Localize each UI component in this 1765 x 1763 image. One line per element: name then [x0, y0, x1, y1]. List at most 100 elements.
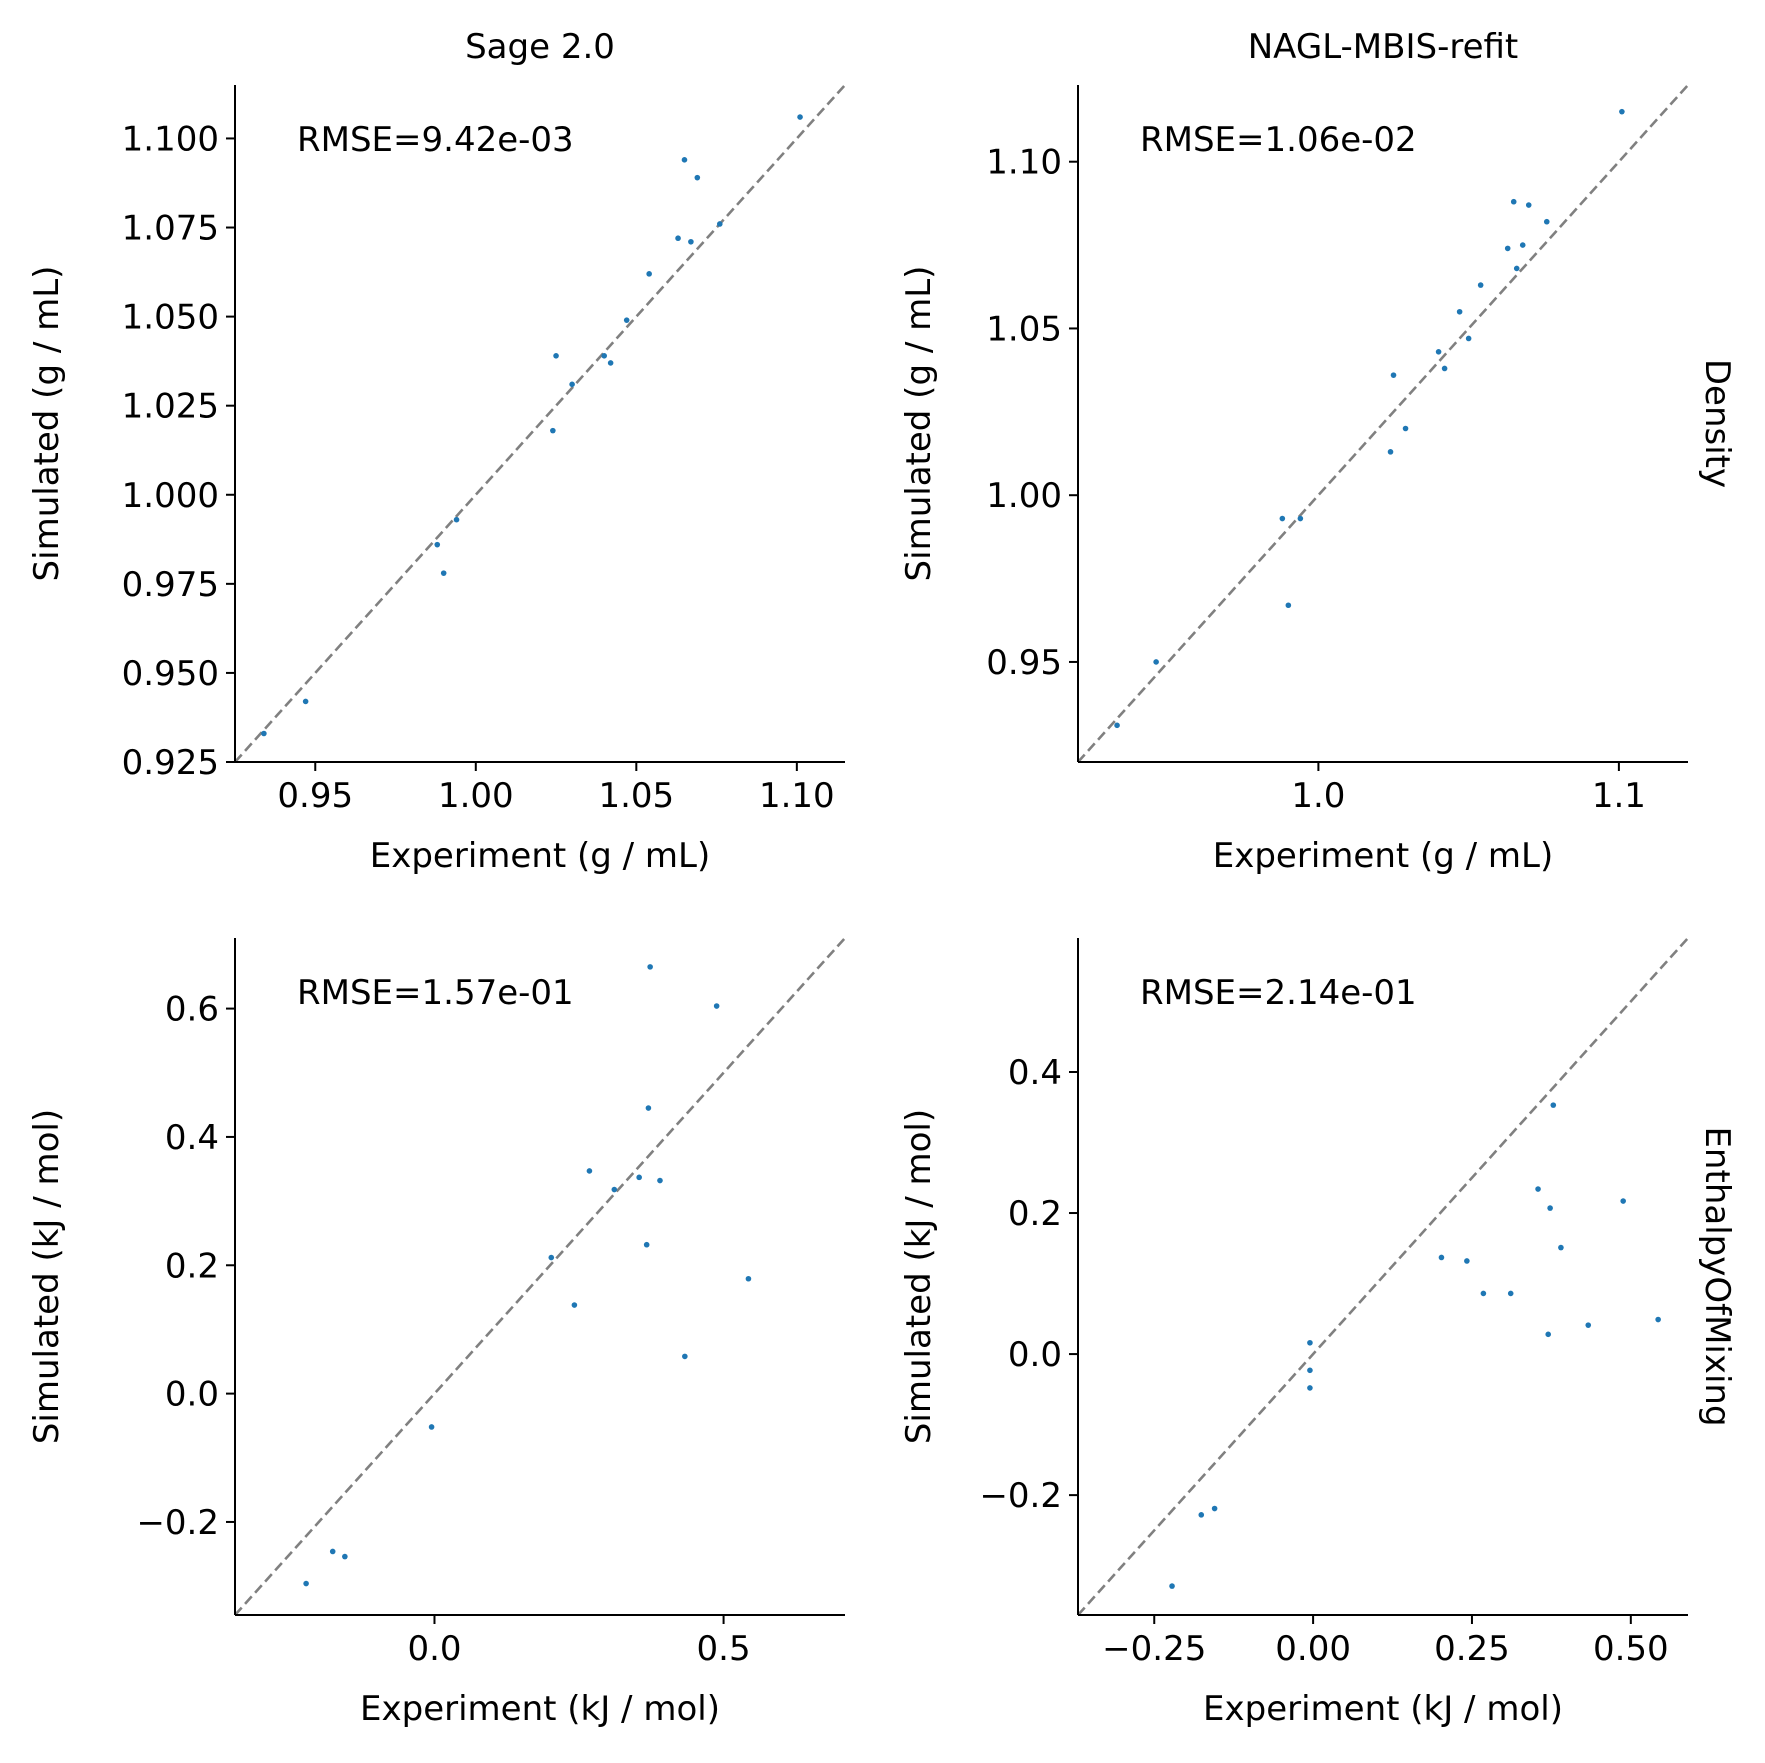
- data-point: [1655, 1316, 1661, 1323]
- y-axis-label: Simulated (g / mL): [27, 266, 67, 582]
- data-point: [261, 730, 267, 737]
- data-point: [1211, 1505, 1218, 1512]
- x-tick-label: 1.05: [598, 776, 674, 816]
- identity-line: [1077, 937, 1689, 1616]
- x-axis-label: Experiment (g / mL): [1213, 836, 1554, 876]
- data-point: [1169, 1583, 1175, 1589]
- data-point: [797, 114, 803, 120]
- x-tick-label: 0.00: [1275, 1629, 1351, 1669]
- data-point: [636, 1174, 642, 1181]
- y-tick-label: 1.025: [122, 387, 219, 427]
- y-tick-label: −0.2: [979, 1476, 1062, 1516]
- x-tick-label: 0.25: [1434, 1629, 1510, 1669]
- data-point: [1558, 1244, 1564, 1251]
- x-tick-label: −0.25: [1102, 1629, 1206, 1669]
- data-point: [1513, 265, 1520, 272]
- data-point: [1525, 202, 1532, 208]
- rmse-annotation: RMSE=1.57e-01: [297, 973, 574, 1013]
- data-point: [607, 360, 614, 366]
- data-point: [1307, 1385, 1313, 1391]
- data-point: [1390, 372, 1397, 378]
- data-point: [1620, 1198, 1626, 1204]
- x-tick-label: 0.50: [1593, 1629, 1669, 1669]
- y-tick-label: 1.075: [122, 209, 219, 249]
- column-title: Sage 2.0: [465, 27, 615, 67]
- data-point: [647, 964, 653, 970]
- data-point: [571, 1302, 578, 1308]
- data-point: [428, 1424, 435, 1430]
- data-point: [1510, 198, 1517, 205]
- data-point: [1435, 348, 1442, 355]
- x-tick-label: 0.0: [407, 1629, 461, 1669]
- data-point: [681, 157, 688, 163]
- y-tick-label: 0.0: [1008, 1335, 1062, 1375]
- y-tick-label: 1.05: [986, 309, 1062, 349]
- data-point: [1387, 449, 1394, 455]
- data-point: [713, 1003, 720, 1009]
- y-tick-label: 0.2: [1008, 1194, 1062, 1234]
- data-point: [453, 516, 460, 523]
- x-tick-label: 1.00: [438, 776, 514, 816]
- data-point: [1547, 1205, 1553, 1211]
- data-point: [1441, 365, 1448, 372]
- data-point: [1519, 242, 1526, 248]
- y-tick-label: 1.050: [122, 298, 219, 338]
- data-point: [1585, 1322, 1592, 1328]
- data-point: [586, 1168, 593, 1174]
- y-tick-label: 0.925: [122, 743, 219, 783]
- data-point: [1545, 1331, 1552, 1338]
- data-point: [688, 238, 694, 245]
- x-tick-label: 0.95: [277, 776, 353, 816]
- data-point: [646, 271, 652, 277]
- data-point: [1550, 1102, 1557, 1108]
- data-point: [1438, 1254, 1445, 1261]
- data-point: [1465, 335, 1472, 342]
- data-point: [682, 1353, 688, 1360]
- identity-line: [234, 84, 846, 763]
- data-point: [1307, 1339, 1313, 1346]
- y-tick-label: 0.95: [986, 643, 1062, 683]
- y-tick-label: 0.950: [122, 654, 219, 694]
- identity-line: [1077, 84, 1689, 763]
- x-axis-label: Experiment (kJ / mol): [1203, 1689, 1563, 1729]
- data-point: [1114, 722, 1120, 729]
- data-point: [1480, 1290, 1487, 1297]
- panel-3: 0.0 0.5 −0.2 0.0 0.2 0.4 0.6 Experiment (kJ / m…: [27, 937, 846, 1729]
- data-point: [1464, 1258, 1470, 1264]
- data-point: [1456, 308, 1463, 315]
- x-tick-label: 0.5: [697, 1629, 751, 1669]
- y-tick-label: 0.4: [1008, 1053, 1062, 1093]
- y-tick-label: −0.2: [136, 1503, 219, 1543]
- y-axis-label: Simulated (kJ / mol): [27, 1109, 67, 1444]
- data-point: [548, 1254, 555, 1261]
- x-axis-label: Experiment (kJ / mol): [360, 1689, 720, 1729]
- data-point: [434, 541, 441, 548]
- data-point: [1279, 515, 1286, 522]
- data-point: [342, 1553, 348, 1560]
- data-point: [643, 1241, 650, 1248]
- panel-2: 1.0 1.1 0.95 1.00 1.05 1.10 Experiment (g / mL…: [899, 27, 1737, 876]
- identity-line: [234, 937, 846, 1616]
- x-tick-label: 1.0: [1291, 776, 1345, 816]
- x-tick-label: 1.10: [759, 776, 835, 816]
- row-label: EnthalpyOfMixing: [1697, 1126, 1737, 1426]
- x-tick-label: 1.1: [1592, 776, 1646, 816]
- column-title: NAGL-MBIS-refit: [1248, 27, 1519, 67]
- data-point: [329, 1548, 336, 1555]
- data-point: [1507, 1290, 1514, 1297]
- panel-1: 0.95 1.00 1.05 1.10 0.925 0.950 0.975 1.000 1.02…: [27, 27, 846, 876]
- data-point: [1477, 282, 1484, 288]
- data-point: [550, 427, 556, 434]
- data-point: [569, 381, 575, 388]
- y-tick-label: 0.2: [165, 1246, 219, 1286]
- y-tick-label: 1.100: [122, 119, 219, 159]
- data-point: [611, 1186, 618, 1193]
- panel-4: −0.25 0.00 0.25 0.50 −0.2 0.0 0.2 0.4 Experiment…: [899, 937, 1737, 1729]
- data-point: [716, 221, 723, 227]
- data-point: [1297, 515, 1304, 522]
- data-point: [745, 1275, 752, 1282]
- data-point: [1535, 1186, 1541, 1192]
- data-point: [1307, 1367, 1313, 1374]
- data-point: [1543, 218, 1550, 225]
